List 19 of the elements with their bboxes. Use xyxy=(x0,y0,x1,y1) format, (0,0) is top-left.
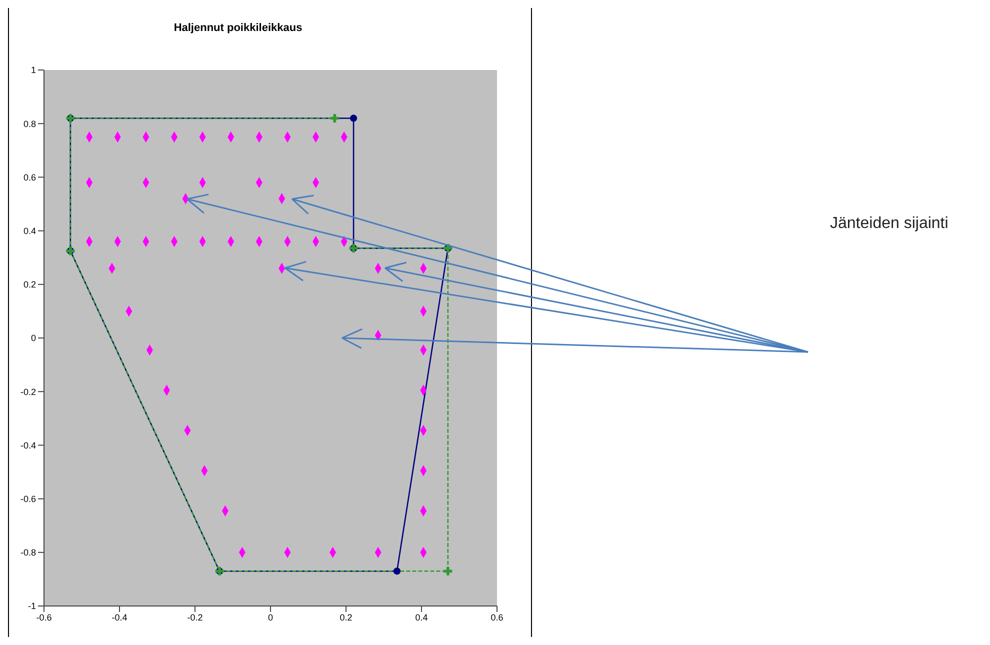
y-tick-label: 1 xyxy=(30,65,36,76)
y-tick-label: -0.4 xyxy=(20,440,36,450)
y-tick-label: -0.2 xyxy=(20,386,36,397)
x-tick-label: 0.6 xyxy=(490,612,504,622)
y-tick-label: 0.4 xyxy=(23,226,36,236)
text: Jänteiden sijainti xyxy=(830,215,948,233)
x-tick-label: 0 xyxy=(268,612,274,622)
x-tick-label: 0.2 xyxy=(340,612,352,622)
x-tick-label: -0.2 xyxy=(187,612,203,622)
y-tick-label: 0.6 xyxy=(23,172,36,182)
y-tick-label: 0.2 xyxy=(23,280,36,290)
x-tick-label: -0.4 xyxy=(112,612,128,622)
y-tick-label: -1 xyxy=(28,601,36,612)
x-tick-label: 0.4 xyxy=(415,612,428,622)
y-tick-label: 0.8 xyxy=(23,118,36,129)
y-tick-label: 0 xyxy=(30,333,36,344)
y-tick-label: -0.8 xyxy=(20,548,36,558)
y-tick-label: -0.6 xyxy=(20,494,36,504)
chart-title: Haljennut poikkileikkaus xyxy=(172,22,304,34)
